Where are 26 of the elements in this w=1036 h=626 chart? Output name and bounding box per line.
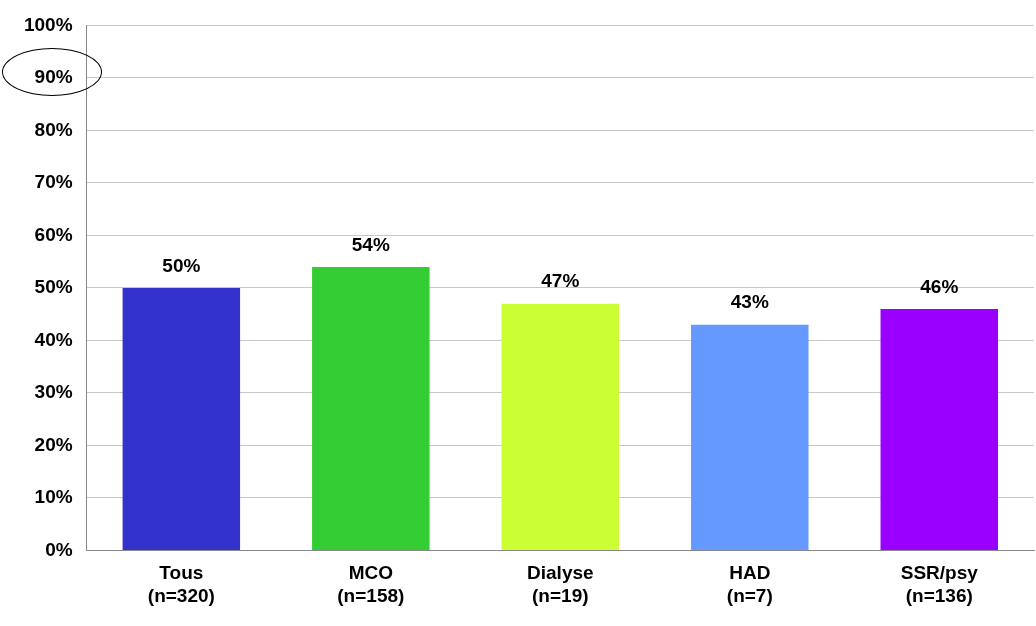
data-label: 43%: [730, 291, 769, 313]
y-tick-label: 60%: [34, 223, 73, 245]
y-tick-label: 20%: [34, 433, 73, 455]
x-tick-label: MCO (n=158): [337, 562, 405, 606]
data-label: 50%: [162, 254, 201, 276]
y-tick-label: 10%: [34, 486, 73, 508]
y-tick-label: 90%: [34, 66, 73, 88]
y-tick-label: 0%: [45, 538, 73, 560]
data-label: 47%: [541, 270, 580, 292]
data-label: 54%: [351, 233, 390, 255]
y-tick-label: 70%: [34, 171, 73, 193]
bar: [312, 266, 430, 550]
bar: [880, 308, 998, 550]
bar: [122, 287, 241, 550]
x-tick-label: SSR/psy (n=136): [900, 562, 979, 606]
bar: [501, 303, 620, 550]
y-tick-label: 30%: [34, 381, 73, 403]
y-tick-label: 40%: [34, 328, 73, 350]
x-tick-label: HAD (n=7): [726, 562, 773, 606]
data-label: 46%: [920, 275, 959, 297]
y-tick-label: 50%: [34, 276, 73, 298]
x-tick-label: Dialyse (n=19): [527, 562, 594, 606]
bar: [691, 324, 809, 550]
y-tick-label: 100%: [23, 13, 73, 35]
y-tick-label: 80%: [34, 118, 73, 140]
x-tick-label: Tous (n=320): [147, 562, 215, 606]
